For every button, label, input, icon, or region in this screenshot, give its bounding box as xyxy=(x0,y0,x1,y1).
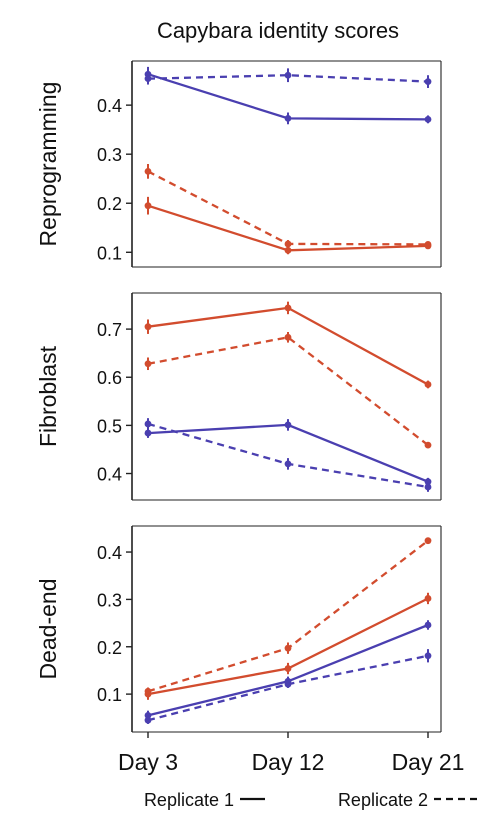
data-point xyxy=(284,421,292,429)
legend: Replicate 1 Replicate 2 xyxy=(144,790,482,810)
x-axis: Day 3 Day 12 Day 21 xyxy=(118,732,464,775)
y-tick-label: 0.4 xyxy=(97,543,122,563)
y-tick-label: 0.2 xyxy=(97,638,122,658)
data-point xyxy=(284,644,292,652)
y-axis-label: Dead-end xyxy=(35,578,61,679)
data-point xyxy=(284,333,292,341)
data-point xyxy=(424,478,432,486)
legend-label-replicate-1: Replicate 1 xyxy=(144,790,234,810)
y-tick-label: 0.7 xyxy=(97,320,122,340)
series-blue-dashed xyxy=(144,418,432,492)
data-point xyxy=(284,680,292,688)
y-axis-label: Fibroblast xyxy=(35,345,61,447)
data-point xyxy=(144,167,152,175)
panel-3: 0.1 0.2 0.3 0.4 Dead-end xyxy=(35,525,442,733)
data-point xyxy=(284,71,292,79)
series-line xyxy=(147,170,429,246)
data-point xyxy=(144,202,152,210)
y-tick-label: 0.5 xyxy=(97,416,122,436)
y-tick-label: 0.1 xyxy=(97,243,122,263)
data-point xyxy=(144,360,152,368)
data-point xyxy=(424,483,432,491)
data-point xyxy=(144,687,152,695)
data-point xyxy=(424,595,432,602)
x-tick-label: Day 21 xyxy=(392,749,465,775)
data-point xyxy=(144,75,152,83)
series-line xyxy=(147,423,429,483)
series-blue-dashed xyxy=(144,68,432,88)
data-point xyxy=(284,304,292,312)
data-point xyxy=(424,537,432,545)
data-point xyxy=(144,712,152,719)
y-tick-label: 0.4 xyxy=(97,96,122,116)
series-line xyxy=(147,74,429,83)
data-point xyxy=(284,246,292,254)
y-tick-label: 0.1 xyxy=(97,685,122,705)
legend-label-replicate-2: Replicate 2 xyxy=(338,790,428,810)
panel-1: 0.1 0.2 0.3 0.4 Reprogramming xyxy=(35,60,442,268)
y-tick-label: 0.3 xyxy=(97,145,122,165)
data-point xyxy=(284,665,292,672)
y-tick-label: 0.4 xyxy=(97,465,122,485)
series-red-dashed xyxy=(144,331,432,449)
series-red-solid xyxy=(144,196,432,255)
y-tick-label: 0.2 xyxy=(97,194,122,214)
y-axis-label: Reprogramming xyxy=(35,82,61,247)
data-point xyxy=(144,429,152,437)
panels: 0.1 0.2 0.3 0.4 Reprogramming 0.4 0.5 0.6 0.7 Fib… xyxy=(35,60,464,775)
data-point xyxy=(424,78,432,85)
data-point xyxy=(144,323,152,331)
data-point xyxy=(144,716,152,724)
data-point xyxy=(424,621,432,629)
series-line xyxy=(147,422,429,489)
data-point xyxy=(284,240,292,248)
data-point xyxy=(424,241,432,248)
series-blue-dashed xyxy=(144,649,432,724)
data-point xyxy=(144,420,152,428)
x-tick-label: Day 3 xyxy=(118,749,178,775)
series-red-dashed xyxy=(144,164,432,248)
chart-title: Capybara identity scores xyxy=(157,18,399,43)
x-tick-label: Day 12 xyxy=(252,749,325,775)
y-tick-label: 0.3 xyxy=(97,590,122,610)
data-point xyxy=(424,381,432,388)
series-red-dashed xyxy=(144,537,432,696)
data-point xyxy=(424,652,432,660)
data-point xyxy=(284,114,292,122)
data-point xyxy=(424,441,432,449)
series-blue-solid xyxy=(144,419,432,486)
panel-2: 0.4 0.5 0.6 0.7 Fibroblast xyxy=(35,292,442,501)
y-tick-label: 0.6 xyxy=(97,368,122,388)
series-red-solid xyxy=(144,301,432,389)
data-point xyxy=(284,460,292,468)
data-point xyxy=(424,115,432,123)
series-line xyxy=(147,306,429,386)
